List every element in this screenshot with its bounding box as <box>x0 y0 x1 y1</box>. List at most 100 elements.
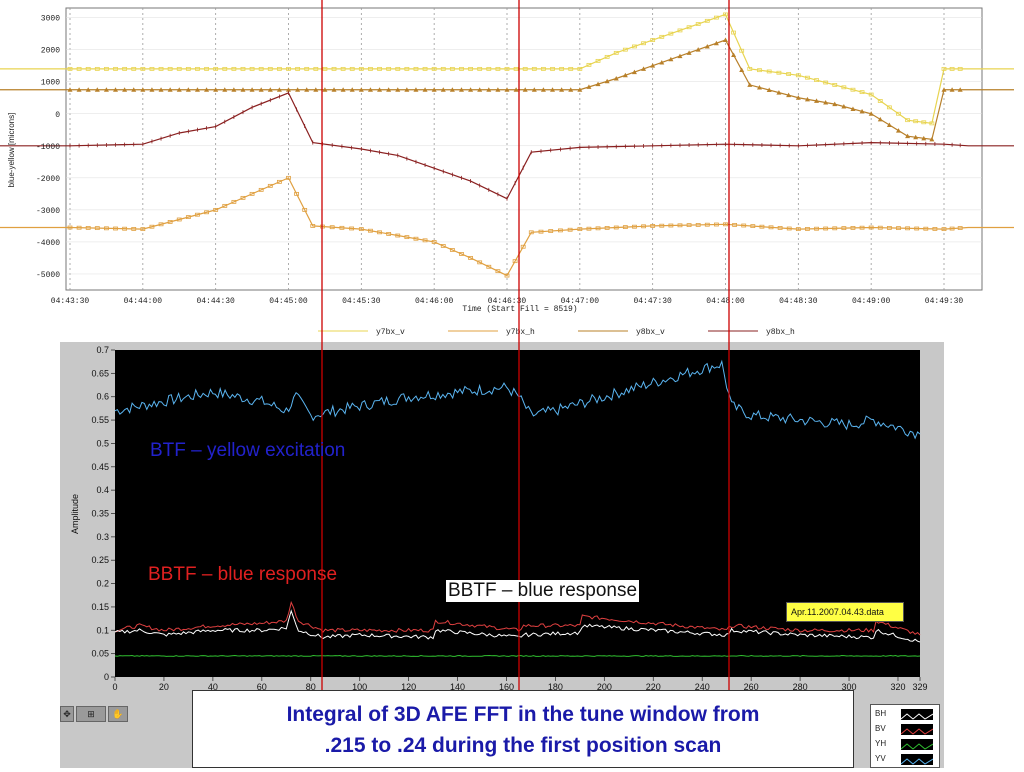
top-y-tick-label: 3000 <box>41 15 60 24</box>
bottom-x-tick-label: 120 <box>401 682 416 692</box>
top-series-marker-y8bx-v <box>103 87 109 92</box>
top-series-marker-y8bx-v <box>531 87 537 92</box>
top-series-marker-y8bx-v <box>713 40 719 46</box>
top-series-marker-y8bx-v <box>313 87 319 92</box>
top-series-marker-y8bx-v <box>704 43 710 49</box>
bottom-y-tick-label: 0.15 <box>91 602 109 612</box>
top-series-marker-y7bx-v <box>859 90 865 95</box>
top-series-marker-y8bx-v <box>776 90 782 95</box>
top-series-marker-y7bx-h <box>538 229 544 234</box>
bottom-y-tick-label: 0.5 <box>96 438 109 448</box>
top-series-marker-y8bx-v <box>477 87 483 92</box>
top-series-marker-y7bx-v <box>195 66 200 71</box>
top-series-marker-y7bx-h <box>823 226 829 231</box>
bottom-y-tick-label: 0.55 <box>91 415 109 425</box>
top-series-marker-y7bx-v <box>659 34 665 39</box>
top-series-marker-y7bx-v <box>814 78 819 83</box>
top-series-marker-y7bx-v <box>504 66 510 71</box>
top-series-marker-y8bx-v <box>194 87 200 92</box>
top-series-marker-y7bx-h <box>486 264 492 269</box>
top-series-marker-y8bx-v <box>577 87 583 92</box>
top-series-marker-y7bx-h <box>113 226 118 231</box>
top-series-marker-y8bx-v <box>814 98 820 103</box>
bottom-legend: BH BV YH YV <box>870 704 940 768</box>
top-series-marker-y7bx-v <box>249 66 255 71</box>
top-series-marker-y8bx-v <box>731 52 737 57</box>
top-series-marker-y8bx-v <box>140 87 146 92</box>
bottom-x-tick-label: 40 <box>208 682 218 692</box>
top-series-marker-y7bx-h <box>805 227 810 231</box>
top-series-marker-y8bx-v <box>686 50 692 55</box>
top-series-marker-y8bx-v <box>131 87 137 92</box>
top-series-marker-y7bx-h <box>349 226 355 231</box>
top-series-marker-y7bx-h <box>213 207 219 212</box>
top-series-marker-y7bx-v <box>896 111 901 116</box>
top-series-marker-y7bx-v <box>231 66 237 71</box>
top-series-marker-y7bx-v <box>377 66 382 71</box>
top-series-marker-y8bx-v <box>422 87 428 92</box>
top-series-marker-y8bx-v <box>586 84 592 89</box>
top-series-marker-y7bx-v <box>413 66 419 71</box>
top-series-marker-y7bx-h <box>495 269 501 274</box>
bottom-y-tick-label: 0.3 <box>96 532 109 542</box>
legend-line-bh <box>900 713 934 720</box>
top-series-marker-y7bx-h <box>868 225 874 230</box>
top-series-marker-y7bx-h <box>750 224 756 229</box>
bottom-x-tick-label: 100 <box>352 682 367 692</box>
top-series-marker-y8bx-v <box>668 56 674 62</box>
bottom-x-tick-label: 220 <box>646 682 661 692</box>
bottom-x-tick-label: 0 <box>112 682 117 692</box>
top-series-marker-y8bx-v <box>540 87 546 92</box>
top-series-marker-y7bx-v <box>340 66 346 71</box>
top-series-marker-y7bx-h <box>422 238 428 243</box>
top-series-marker-y7bx-v <box>559 66 565 71</box>
bottom-x-tick-label: 200 <box>597 682 612 692</box>
top-series-marker-y8bx-v <box>486 87 492 92</box>
top-series-marker-y7bx-v <box>731 30 736 35</box>
top-series-marker-y8bx-v <box>804 96 810 102</box>
legend-line-yh <box>900 743 934 750</box>
caption: Integral of 3D AFE FFT in the tune windo… <box>192 690 854 768</box>
top-y-tick-label: -4000 <box>36 239 60 248</box>
legend-item-yv: YV <box>875 754 886 763</box>
top-series-marker-y7bx-v <box>431 66 437 71</box>
top-series-marker-y7bx-v <box>240 66 246 71</box>
top-series-marker-y7bx-h <box>231 199 237 204</box>
top-y-tick-label: -1000 <box>36 143 60 152</box>
top-series-marker-y7bx-v <box>67 66 73 71</box>
top-series-marker-y7bx-v <box>477 66 483 71</box>
top-series-marker-y7bx-h <box>85 226 91 230</box>
top-series-marker-y7bx-v <box>304 66 310 71</box>
top-series-marker-y7bx-v <box>747 66 753 71</box>
top-x-tick-label: 04:47:30 <box>633 297 672 306</box>
top-series-marker-y7bx-h <box>195 212 200 217</box>
top-series-marker-y7bx-h <box>841 226 847 231</box>
top-series-marker-y8bx-v <box>295 87 301 92</box>
top-series-marker-y8bx-v <box>913 134 919 140</box>
top-series-marker-y7bx-v <box>650 38 656 42</box>
top-series-marker-y7bx-v <box>957 66 963 71</box>
top-series-marker-y7bx-v <box>841 85 847 90</box>
top-series-marker-y8bx-v <box>340 87 346 92</box>
top-series-marker-y7bx-v <box>766 69 772 74</box>
top-legend-label-y7bx-h: y7bx_h <box>506 328 535 337</box>
top-series-marker-y7bx-h <box>512 259 518 264</box>
top-series-marker-y8bx-v <box>739 67 745 72</box>
top-series-marker-y7bx-v <box>677 28 683 33</box>
top-series-marker-y8bx-v <box>440 87 446 92</box>
cursor-tool-button[interactable]: ✥ <box>60 706 74 722</box>
top-series-marker-y7bx-h <box>686 223 692 228</box>
top-series-marker-y7bx-v <box>286 66 291 71</box>
top-series-marker-y8bx-v <box>377 87 383 92</box>
top-series-marker-y7bx-h <box>140 227 146 232</box>
top-series-marker-y8bx-v <box>149 87 155 92</box>
pan-tool-button[interactable]: ✋ <box>108 706 128 722</box>
top-series-marker-y8bx-v <box>404 87 410 92</box>
zoom-tool-button[interactable]: ⊞ <box>76 706 106 722</box>
top-series-marker-y8bx-v <box>222 87 228 92</box>
top-series-marker-y7bx-h <box>258 187 264 192</box>
top-series-marker-y7bx-v <box>541 66 546 71</box>
top-series-marker-y7bx-h <box>94 226 100 231</box>
top-series-marker-y7bx-v <box>513 66 519 71</box>
